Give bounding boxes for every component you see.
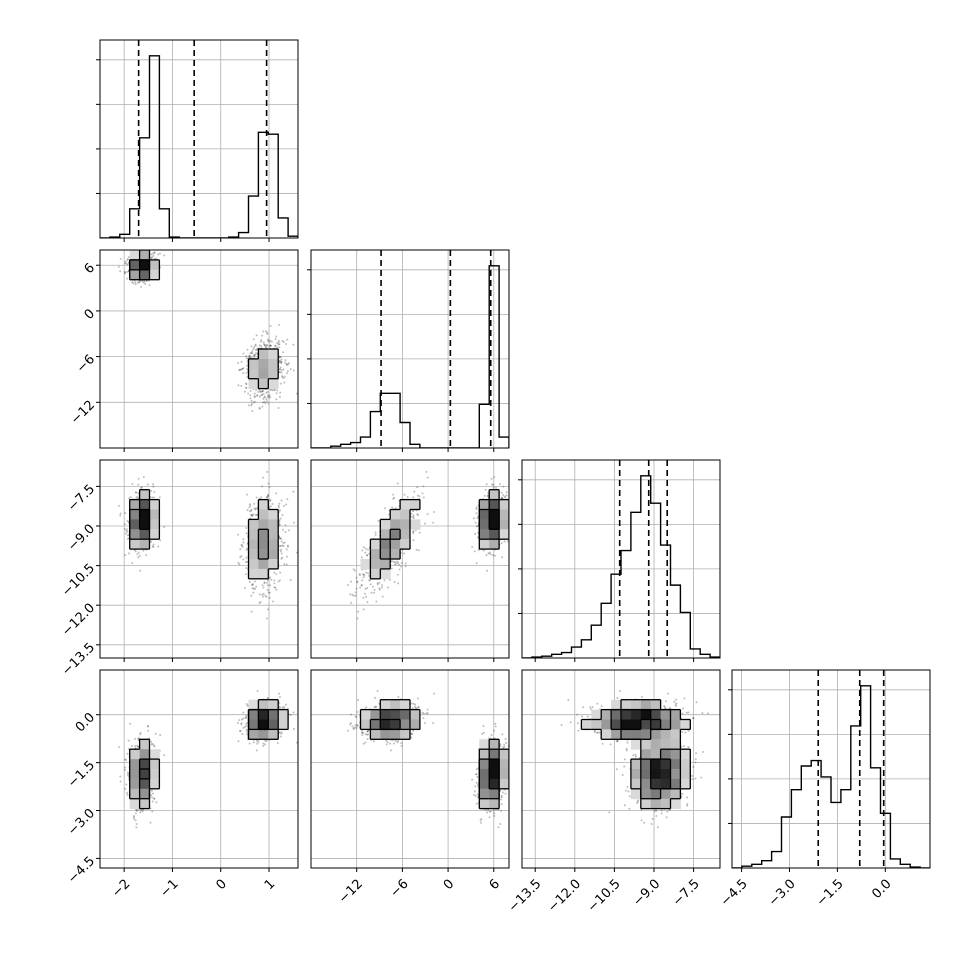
x-tick-label: −3.0 xyxy=(766,877,799,910)
histogram xyxy=(732,685,930,868)
x-tick-label: −4.5 xyxy=(718,877,751,910)
contours xyxy=(129,699,289,810)
density-map xyxy=(129,699,289,810)
y-tick-label: −1.5 xyxy=(65,758,98,791)
x-tick-label: 0 xyxy=(214,877,230,893)
density-map xyxy=(360,489,509,580)
panel-frame xyxy=(310,459,510,659)
x-tick-label: −12.0 xyxy=(545,877,584,916)
x-tick-label: −10.5 xyxy=(585,877,624,916)
panel-frame xyxy=(99,459,299,659)
histogram xyxy=(311,265,509,448)
x-tick-label: −7.5 xyxy=(670,877,703,910)
y-tick-label: −12 xyxy=(68,398,98,428)
histogram xyxy=(100,55,298,238)
contours xyxy=(369,489,509,580)
panel-3-1: −12 −6 0 6 xyxy=(310,669,510,907)
y-tick-label: −4.5 xyxy=(65,854,98,887)
contours xyxy=(580,699,691,810)
panel-frame xyxy=(99,249,299,449)
y-tick-label: 0.0 xyxy=(73,710,98,735)
panel-frame xyxy=(731,669,931,869)
panel-1-0: −12 −6 0 6 xyxy=(68,249,299,452)
panel-frame xyxy=(521,669,721,869)
y-tick-label: 0 xyxy=(82,306,98,322)
panel-0-0 xyxy=(96,39,299,242)
y-tick-label: −12.0 xyxy=(59,601,98,640)
panel-2-0: −13.5−12.0−10.5 −9.0 −7.5 xyxy=(59,459,299,679)
x-tick-label: 1 xyxy=(262,877,278,893)
x-tick-label: −12 xyxy=(336,877,366,907)
x-tick-label: −6 xyxy=(387,877,411,901)
panel-frame xyxy=(521,459,721,659)
sample-points xyxy=(117,250,298,412)
x-tick-label: −2 xyxy=(109,877,133,901)
x-tick-label: −1 xyxy=(158,877,182,901)
x-tick-label: 6 xyxy=(487,877,503,893)
density-map xyxy=(581,699,691,810)
panel-1-1 xyxy=(307,249,510,452)
histogram xyxy=(522,475,720,658)
x-tick-label: −1.5 xyxy=(814,877,847,910)
y-tick-label: −7.5 xyxy=(65,482,98,515)
density-map xyxy=(129,250,279,390)
panel-3-3: −4.5 −3.0 −1.5 0.0 xyxy=(718,669,931,910)
y-tick-label: −9.0 xyxy=(65,521,98,554)
contours xyxy=(129,250,279,390)
panel-2-2 xyxy=(518,459,721,662)
y-tick-label: 6 xyxy=(82,261,98,277)
panel-2-1 xyxy=(310,459,510,662)
panel-frame xyxy=(310,669,510,869)
y-tick-label: −10.5 xyxy=(59,561,98,600)
y-tick-label: −6 xyxy=(74,352,98,376)
panel-3-0: −2 −1 0 1 −4.5 −3.0 −1.5 0.0 xyxy=(65,669,299,901)
panel-frame xyxy=(99,669,299,869)
density-map xyxy=(360,699,509,810)
x-tick-label: 0.0 xyxy=(869,877,894,902)
density-map xyxy=(129,489,279,580)
contours xyxy=(359,699,509,810)
panel-3-2: −13.5 −12.0 −10.5 −9.0 −7.5 xyxy=(506,669,721,916)
x-tick-label: 0 xyxy=(441,877,457,893)
contours xyxy=(129,489,279,580)
x-tick-label: −9.0 xyxy=(630,877,663,910)
panel-frame xyxy=(99,39,299,239)
y-tick-label: −3.0 xyxy=(65,806,98,839)
panel-frame xyxy=(310,249,510,449)
y-tick-label: −13.5 xyxy=(59,640,98,679)
x-tick-label: −13.5 xyxy=(506,877,545,916)
